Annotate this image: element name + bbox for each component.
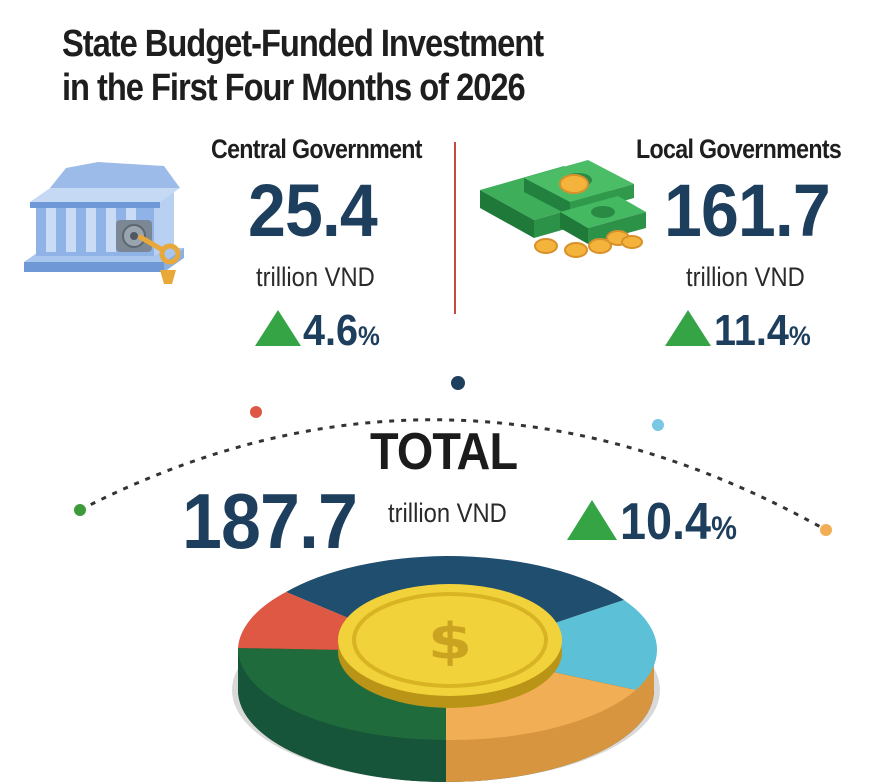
total-up-triangle-icon: [567, 500, 617, 540]
central-unit: trillion VND: [256, 262, 375, 292]
local-up-triangle-icon: [665, 310, 711, 346]
local-change-value: 11.4: [714, 306, 789, 355]
central-change-value: 4.6: [303, 306, 359, 355]
donut-ring-graphic: $: [232, 555, 660, 782]
arc-dot-orange: [820, 524, 832, 536]
local-unit: trillion VND: [686, 262, 805, 292]
svg-text:$: $: [428, 612, 473, 670]
title-line-1: State Budget-Funded Investment: [62, 23, 544, 65]
local-change: 11.4%: [714, 306, 811, 356]
central-change-unit: %: [358, 320, 380, 351]
arc-dot-navy: [451, 376, 465, 390]
dollar-coin-icon: [338, 584, 562, 696]
section-divider: [454, 142, 456, 314]
central-value: 25.4: [248, 169, 378, 252]
money-stack-icon: [480, 160, 646, 258]
decorative-arc: [74, 376, 832, 536]
central-up-triangle-icon: [255, 310, 301, 346]
arc-dot-blue: [652, 419, 664, 431]
bank-building-icon: [24, 162, 184, 284]
title-line-2: in the First Four Months of 2026: [62, 67, 526, 109]
total-change-unit: %: [711, 510, 737, 546]
total-value: 187.7: [182, 477, 358, 565]
central-label: Central Government: [211, 134, 423, 164]
local-value: 161.7: [664, 169, 831, 252]
local-change-unit: %: [788, 320, 811, 351]
total-unit: trillion VND: [388, 498, 507, 528]
page-title: State Budget-Funded Investment in the Fi…: [62, 22, 612, 110]
total-change-value: 10.4: [620, 493, 712, 551]
central-change: 4.6%: [303, 306, 380, 356]
total-label: TOTAL: [370, 423, 518, 481]
arc-dot-red: [250, 406, 262, 418]
local-label: Local Governments: [636, 134, 842, 164]
arc-dot-green: [74, 504, 86, 516]
total-change: 10.4%: [620, 492, 737, 552]
